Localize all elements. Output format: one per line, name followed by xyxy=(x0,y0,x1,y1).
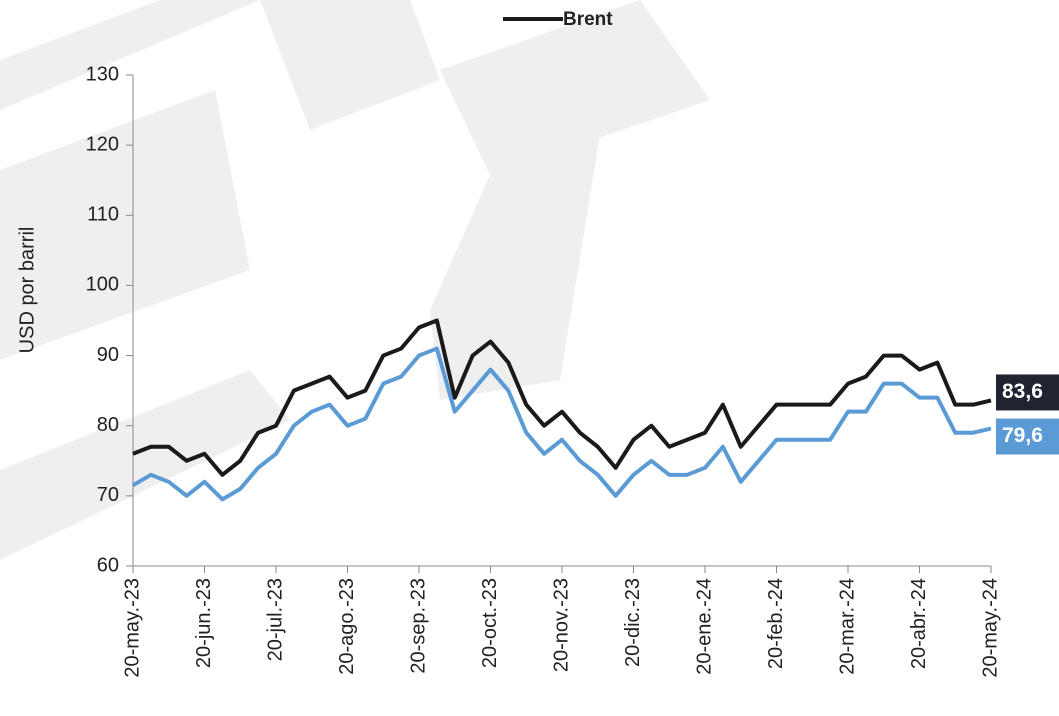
x-tick-label: 20-feb.-24 xyxy=(765,578,787,669)
watermark xyxy=(0,0,710,560)
value-label-text: 83,6 xyxy=(1002,380,1043,403)
x-tick-label: 20-may.-24 xyxy=(979,578,1001,678)
series-line xyxy=(131,346,992,502)
x-tick-label: 20-abr.-24 xyxy=(908,578,930,669)
x-tick-label: 20-ene.-24 xyxy=(693,578,715,675)
y-tick-label: 60 xyxy=(97,554,119,576)
x-tick-label: 20-jun.-23 xyxy=(193,578,215,668)
legend-label: Brent xyxy=(563,9,613,30)
x-tick-label: 20-may.-23 xyxy=(121,578,143,678)
x-tick-label: 20-jul.-23 xyxy=(264,578,286,661)
y-tick-label: 80 xyxy=(97,414,119,436)
x-tick-label: 20-oct.-23 xyxy=(479,578,501,668)
y-tick-label: 130 xyxy=(86,63,119,85)
y-axis-label: USD por barril xyxy=(16,227,38,354)
value-label: 79,6 xyxy=(996,418,1059,455)
x-tick-label: 20-dic.-23 xyxy=(622,578,644,667)
y-tick-label: 110 xyxy=(87,204,119,226)
x-tick-label: 20-ago.-23 xyxy=(336,578,358,675)
y-tick-label: 120 xyxy=(86,133,119,155)
x-tick-label: 20-sep.-23 xyxy=(407,578,429,674)
y-tick-label: 100 xyxy=(86,274,119,296)
value-label: 83,6 xyxy=(996,374,1059,411)
value-label-box xyxy=(996,418,1059,455)
x-tick-label: 20-nov.-23 xyxy=(550,578,572,672)
value-label-text: 79,6 xyxy=(1002,424,1043,447)
y-tick-label: 90 xyxy=(97,344,119,366)
x-tick-label: 20-mar.-24 xyxy=(836,578,858,675)
y-tick-label: 70 xyxy=(97,484,119,506)
value-label-box xyxy=(996,374,1059,411)
series-line xyxy=(132,318,992,477)
